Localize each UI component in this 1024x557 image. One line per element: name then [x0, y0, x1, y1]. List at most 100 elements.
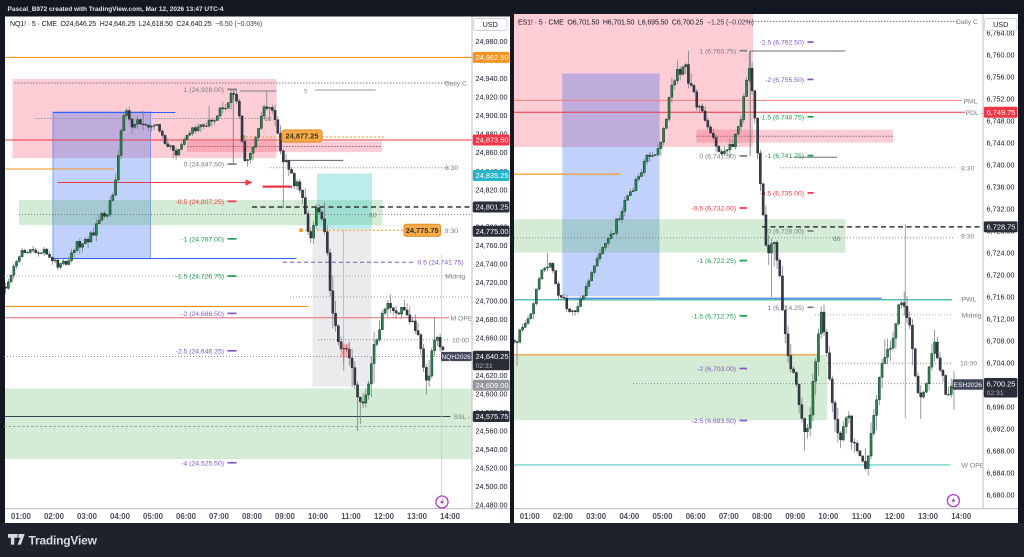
svg-text:-1.5 (6,748.75): -1.5 (6,748.75): [759, 114, 804, 121]
svg-text:6,744.00: 6,744.00: [987, 139, 1015, 148]
svg-text:60: 60: [833, 236, 841, 243]
svg-text:11:00: 11:00: [341, 512, 361, 521]
svg-text:ESH2026: ESH2026: [954, 382, 983, 389]
svg-text:03:00: 03:00: [586, 512, 607, 521]
svg-text:-2 (6,703.00): -2 (6,703.00): [697, 366, 736, 373]
svg-text:04:00: 04:00: [110, 512, 131, 521]
svg-text:01:00: 01:00: [520, 512, 541, 521]
svg-text:60: 60: [369, 213, 377, 220]
svg-text:24,760.00: 24,760.00: [476, 241, 508, 250]
svg-text:24,720.00: 24,720.00: [476, 278, 508, 287]
svg-text:6,748.00: 6,748.00: [987, 117, 1015, 126]
svg-text:USD: USD: [993, 20, 1008, 29]
svg-text:Daily C: Daily C: [445, 81, 467, 88]
svg-text:6,712.00: 6,712.00: [987, 315, 1015, 324]
svg-text:07:00: 07:00: [719, 512, 740, 521]
svg-text:24,540.00: 24,540.00: [476, 445, 508, 454]
svg-text:0.5 (24,741.75): 0.5 (24,741.75): [418, 260, 464, 267]
svg-text:60: 60: [264, 116, 272, 123]
svg-text:PDL -: PDL -: [966, 110, 983, 117]
svg-text:M OPEN: M OPEN: [451, 315, 478, 322]
svg-text:1 (24,928.00): 1 (24,928.00): [184, 87, 224, 94]
svg-text:24,880.00: 24,880.00: [476, 130, 508, 139]
svg-text:14:00: 14:00: [440, 512, 461, 521]
svg-text:-2 (6,755.50): -2 (6,755.50): [765, 77, 804, 84]
svg-text:-0.5 (6,732.00): -0.5 (6,732.00): [691, 206, 736, 213]
svg-text:13:00: 13:00: [407, 512, 428, 521]
svg-text:-2.5 (6,693.50): -2.5 (6,693.50): [691, 418, 736, 425]
svg-text:24,680.00: 24,680.00: [476, 315, 508, 324]
svg-text:24,740.00: 24,740.00: [476, 260, 508, 269]
svg-text:12:00: 12:00: [374, 512, 395, 521]
svg-text:02:00: 02:00: [44, 512, 65, 521]
svg-text:6,720.00: 6,720.00: [987, 271, 1015, 280]
svg-text:-0.5 (6,735.00): -0.5 (6,735.00): [759, 191, 804, 198]
svg-text:24,520.00: 24,520.00: [476, 464, 508, 473]
svg-text:24,980.00: 24,980.00: [476, 37, 508, 46]
svg-text:10:00: 10:00: [960, 361, 977, 368]
svg-text:-1 (6,741.75): -1 (6,741.75): [765, 153, 804, 160]
svg-text:24,600.00: 24,600.00: [476, 389, 508, 398]
svg-text:24,940.00: 24,940.00: [476, 74, 508, 83]
svg-text:6,728.75: 6,728.75: [987, 223, 1016, 232]
svg-text:-2.5 (24,646.25): -2.5 (24,646.25): [176, 348, 224, 355]
svg-text:6,700.25: 6,700.25: [987, 379, 1016, 388]
svg-text:-4 (24,525.50): -4 (24,525.50): [181, 460, 224, 467]
svg-text:6,740.00: 6,740.00: [987, 161, 1015, 170]
svg-text:-1 (6,722.25): -1 (6,722.25): [697, 258, 736, 265]
svg-text:14:00: 14:00: [951, 512, 972, 521]
svg-text:Pascal_B972 created with Tradi: Pascal_B972 created with TradingView.com…: [8, 6, 224, 13]
svg-text:-0.5 (24,807.25): -0.5 (24,807.25): [176, 199, 224, 206]
svg-text:24,920.00: 24,920.00: [476, 93, 508, 102]
svg-text:s: s: [304, 88, 307, 95]
svg-text:9:30: 9:30: [961, 234, 974, 241]
svg-text:24,801.25: 24,801.25: [476, 203, 509, 212]
svg-text:24,860.00: 24,860.00: [476, 148, 508, 157]
svg-text:24,609.00: 24,609.00: [476, 381, 509, 390]
svg-text:1 (6,760.75): 1 (6,760.75): [699, 48, 736, 55]
svg-text:11:00: 11:00: [852, 512, 872, 521]
svg-text:6,756.00: 6,756.00: [987, 73, 1015, 82]
svg-text:6,696.00: 6,696.00: [987, 403, 1015, 412]
svg-text:-1 (24,767.00): -1 (24,767.00): [181, 236, 224, 243]
svg-text:-1.5 (6,712.75): -1.5 (6,712.75): [691, 313, 736, 320]
svg-text:6,764.00: 6,764.00: [987, 29, 1015, 38]
svg-text:24,835.25: 24,835.25: [476, 171, 509, 180]
svg-text:05:00: 05:00: [653, 512, 674, 521]
svg-text:PML: PML: [964, 98, 978, 105]
svg-text:24,480.00: 24,480.00: [476, 501, 508, 510]
svg-text:SSL -: SSL -: [454, 414, 471, 421]
svg-text:04:00: 04:00: [619, 512, 640, 521]
svg-text:6,752.00: 6,752.00: [987, 95, 1015, 104]
svg-text:6,760.00: 6,760.00: [987, 51, 1015, 60]
svg-text:13:00: 13:00: [918, 512, 939, 521]
svg-text:0 (6,728.00): 0 (6,728.00): [767, 229, 804, 236]
svg-text:24,575.75: 24,575.75: [476, 412, 509, 421]
svg-text:08:00: 08:00: [752, 512, 773, 521]
svg-text:6,688.00: 6,688.00: [987, 447, 1015, 456]
svg-text:24,640.25: 24,640.25: [476, 352, 509, 361]
svg-text:24,700.00: 24,700.00: [476, 297, 508, 306]
svg-text:-2 (24,686.50): -2 (24,686.50): [181, 311, 224, 318]
svg-text:24,775.75: 24,775.75: [406, 226, 439, 235]
svg-text:-2.5 (6,762.50): -2.5 (6,762.50): [759, 40, 804, 47]
svg-text:09:00: 09:00: [785, 512, 806, 521]
svg-text:W OPE: W OPE: [962, 462, 985, 469]
svg-text:10:00: 10:00: [452, 337, 469, 344]
svg-text:06:00: 06:00: [686, 512, 707, 521]
svg-text:10:00: 10:00: [818, 512, 839, 521]
svg-text:24,820.00: 24,820.00: [476, 185, 508, 194]
svg-text:6,732.00: 6,732.00: [987, 205, 1015, 214]
svg-text:-1.5 (24,726.75): -1.5 (24,726.75): [176, 274, 224, 281]
svg-text:03:00: 03:00: [77, 512, 98, 521]
svg-text:09:00: 09:00: [275, 512, 296, 521]
svg-text:05:00: 05:00: [143, 512, 164, 521]
svg-text:6,692.00: 6,692.00: [987, 425, 1015, 434]
svg-text:NQH2026: NQH2026: [442, 354, 472, 361]
svg-text:Midnig: Midnig: [445, 274, 465, 281]
svg-text:24,620.00: 24,620.00: [476, 371, 508, 380]
svg-text:24,500.00: 24,500.00: [476, 482, 508, 491]
svg-text:TradingView: TradingView: [29, 534, 98, 548]
svg-text:24,873.50: 24,873.50: [476, 136, 509, 145]
svg-text:07:00: 07:00: [209, 512, 230, 521]
